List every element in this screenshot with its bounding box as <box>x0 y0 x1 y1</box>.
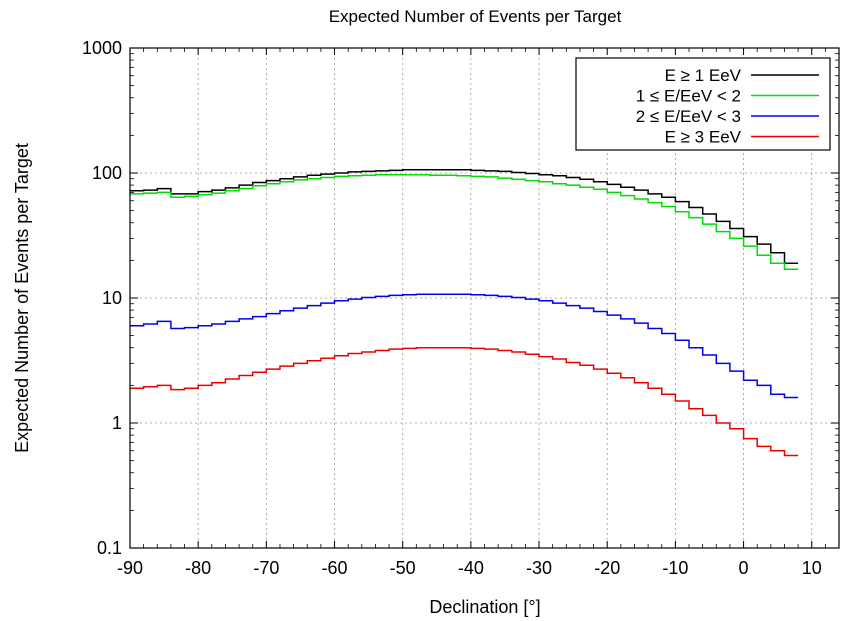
x-tick-label: -40 <box>458 558 484 578</box>
x-axis-label: Declination [°] <box>429 597 540 617</box>
x-tick-label: -50 <box>390 558 416 578</box>
x-tick-label: -90 <box>117 558 143 578</box>
series-group <box>130 169 799 457</box>
x-tick-label: -70 <box>253 558 279 578</box>
x-tick-label: 10 <box>802 558 822 578</box>
series-line-1 <box>130 173 799 270</box>
x-tick-label: -10 <box>662 558 688 578</box>
legend-label: E ≥ 3 EeV <box>665 128 742 147</box>
y-tick-label: 1 <box>112 413 122 433</box>
y-tick-label: 0.1 <box>97 538 122 558</box>
y-tick-label: 1000 <box>82 38 122 58</box>
legend-label: 2 ≤ E/EeV < 3 <box>636 107 741 126</box>
y-tick-label: 100 <box>92 163 122 183</box>
chart-title: Expected Number of Events per Target <box>329 7 622 26</box>
axis-ticks: -90 -80 -70 -60 -50 -40 -30 -20 -10 0 10 0.1 1 10 100 1… <box>82 38 840 578</box>
x-tick-label: -30 <box>526 558 552 578</box>
y-tick-label: 10 <box>102 288 122 308</box>
legend-label: 1 ≤ E/EeV < 2 <box>636 87 741 106</box>
x-tick-label: -20 <box>594 558 620 578</box>
series-line-3 <box>130 346 799 457</box>
legend: E ≥ 1 EeV 1 ≤ E/EeV < 22 ≤ E/EeV < 3 E ≥ 3… <box>575 57 831 151</box>
legend-box <box>575 57 831 151</box>
series-line-0 <box>130 169 799 264</box>
x-tick-label: -80 <box>185 558 211 578</box>
series-line-2 <box>130 293 799 399</box>
x-tick-label: 0 <box>739 558 749 578</box>
legend-label: E ≥ 1 EeV <box>665 66 742 85</box>
y-axis-label: Expected Number of Events per Target <box>12 143 32 453</box>
x-tick-label: -60 <box>322 558 348 578</box>
